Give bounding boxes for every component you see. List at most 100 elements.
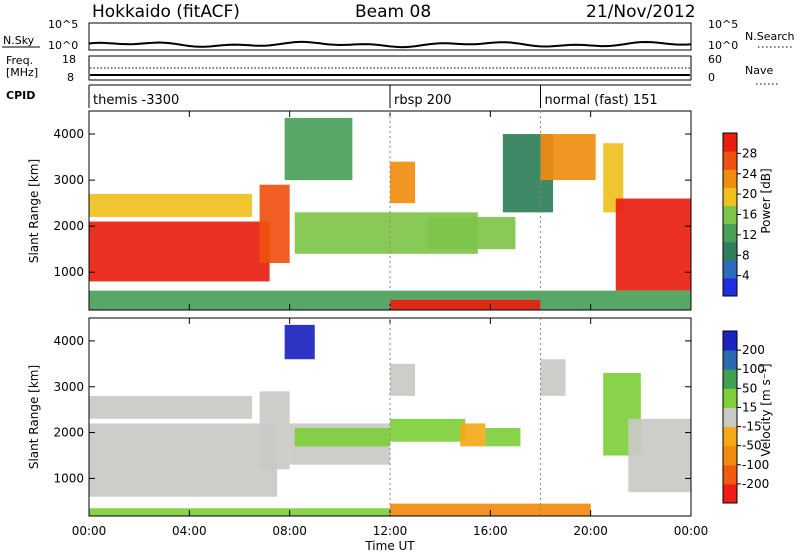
y-tick-label: 1000 [53,265,84,279]
colorbar-swatch [723,133,737,152]
freq-label-2: [MHz] [6,66,38,79]
nsky-label: N.Sky [3,34,35,47]
colorbar-swatch [723,331,737,351]
velocity-panel: 1000 2000 3000 4000 Slant Range [km] 200 100… [27,111,773,553]
y-tick-label: 3000 [53,380,84,394]
data-patch [89,221,270,282]
nsky-frame [88,22,692,51]
y-tick-label: 1000 [53,471,84,485]
colorbar-swatch [723,388,737,408]
colorbar-tick-label: -50 [742,439,762,453]
data-patch [89,423,278,497]
nsky-series [88,40,692,49]
colorbar-tick-label: -100 [742,458,769,472]
x-tick-label: 00:00 [72,524,107,538]
data-patch [89,395,253,419]
colorbar-tick-label: -15 [742,420,762,434]
nsky-tick-bottom: 10^0 [48,39,78,52]
nave-tick-bottom: 0 [708,71,715,84]
x-tick-label: 04:00 [172,524,207,538]
colorbar-swatch [723,151,737,170]
freq-label-1: Freq. [6,54,33,67]
power-y-axis: 1000 2000 3000 4000 [53,127,691,279]
power-ylabel: Slant Range [km] [27,159,41,263]
station-title: Hokkaido (fitACF) [92,2,240,22]
colorbar-frame [722,330,738,504]
colorbar-swatch [723,483,737,504]
velocity-y-axis: 1000 2000 3000 4000 [53,334,691,485]
data-patch [540,359,566,396]
data-patch [294,428,390,447]
nave-label: Nave [745,64,773,77]
beam-title: Beam 08 [355,2,431,22]
colorbar-swatch [723,223,737,243]
colorbar-swatch [723,350,737,370]
time-xlabel: Time UT [364,539,415,553]
freq-tick-bottom: 8 [67,71,74,84]
data-patch [284,117,353,181]
data-patch [390,161,416,204]
x-tick-label: 08:00 [272,524,307,538]
colorbar-tick-label: 50 [742,381,757,395]
x-tick-label: 20:00 [573,524,608,538]
data-patch [89,508,390,516]
y-tick-label: 2000 [53,219,84,233]
power-data [89,117,691,310]
freq-tick-top: 18 [62,53,76,66]
power-panel: 1000 2000 3000 4000 Slant Range [km] 28 24 20… [27,110,773,311]
y-tick-label: 4000 [53,334,84,348]
colorbar-tick-label: 15 [742,400,757,414]
colorbar-swatch [723,169,737,188]
freq-panel: Freq. [MHz] 18 8 60 0 Nave [6,53,778,85]
colorbar-tick-label: 200 [742,343,765,357]
data-patch [427,216,516,250]
colorbar-tick-label: 4 [742,269,750,283]
colorbar-tick-label: 16 [742,208,757,222]
data-patch [259,391,290,470]
data-patch [259,184,290,264]
cpid-segment-label: rbsp 200 [394,93,452,108]
nave-tick-top: 60 [708,53,722,66]
data-patch [628,418,691,493]
data-patch [390,503,591,516]
date-title: 21/Nov/2012 [586,2,696,22]
colorbar-swatch [723,277,737,297]
cpid-segment-label: themis -3300 [93,93,179,108]
cpid-label: CPID [6,89,35,102]
colorbar-swatch [723,205,737,225]
nsearch-tick-bottom: 10^0 [708,39,738,52]
y-tick-label: 3000 [53,173,84,187]
time-x-axis: 00:00 04:00 08:00 12:00 16:00 20:00 00:00 [72,111,708,538]
cpid-segment-label: normal (fast) 151 [545,93,658,108]
velocity-colorbar: 200 100 50 15 -15 -50 -100 -200 [722,330,769,504]
freq-frame [88,55,692,81]
data-patch [390,299,541,310]
colorbar-swatch [723,259,737,279]
colorbar-tick-label: 8 [742,248,750,262]
data-patch [460,423,486,447]
colorbar-tick-label: -200 [742,477,769,491]
velocity-ylabel: Slant Range [km] [27,365,41,469]
colorbar-swatch [723,445,737,466]
data-patch [284,324,315,360]
colorbar-swatch [723,369,737,389]
nsearch-label: N.Search [745,30,795,43]
colorbar-tick-label: 20 [742,187,757,201]
data-patch [485,428,521,447]
x-tick-label: 12:00 [373,524,408,538]
colorbar-swatch [723,426,737,447]
power-colorbar-label: Power [dB] [759,168,773,233]
y-tick-label: 2000 [53,426,84,440]
cpid-panel: CPID themis -3300 rbsp 200 normal (fast) 1… [6,84,691,108]
colorbar-swatch [723,241,737,261]
colorbar-swatch [723,464,737,485]
colorbar-swatch [723,187,737,206]
colorbar-swatch [723,407,737,428]
cpid-boundaries [389,111,541,516]
x-tick-label: 16:00 [473,524,508,538]
data-patch [603,143,624,213]
velocity-data [89,324,691,516]
nsky-tick-top: 10^5 [48,18,78,31]
colorbar-tick-label: 12 [742,228,757,242]
